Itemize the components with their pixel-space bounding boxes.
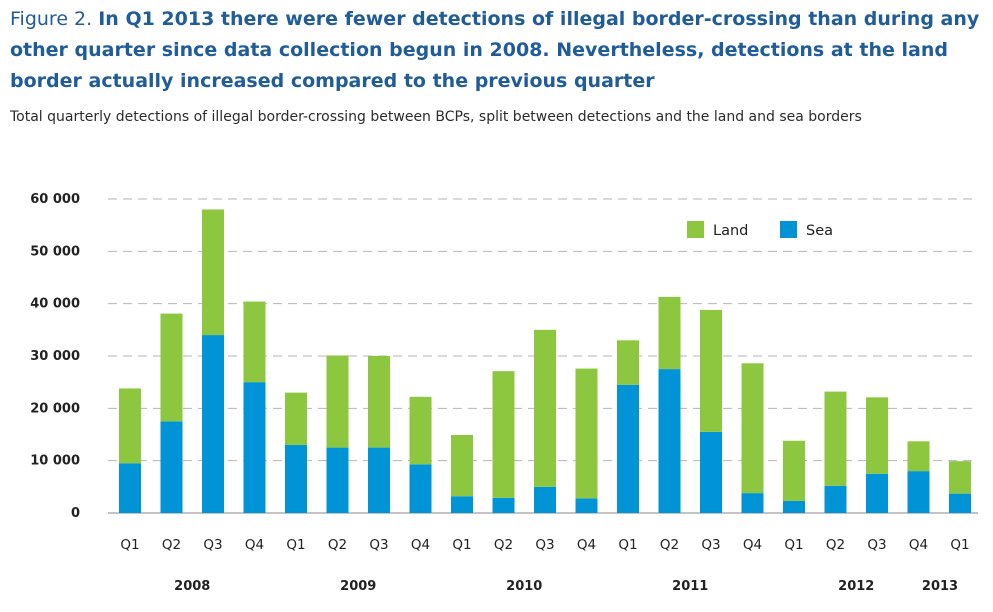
bar-land <box>534 329 556 487</box>
bar-sea <box>783 500 805 513</box>
y-tick-label: 0 <box>71 506 80 521</box>
bar-land <box>866 397 888 474</box>
bar-land <box>575 368 598 499</box>
year-label: 2010 <box>506 579 542 594</box>
bar-land <box>409 396 432 465</box>
x-tick-label: Q3 <box>867 537 886 553</box>
x-tick-label: Q2 <box>494 537 513 553</box>
legend-swatch <box>687 221 704 238</box>
x-tick-label: Q3 <box>535 537 554 553</box>
bar-sea <box>368 447 390 513</box>
y-tick-label: 20 000 <box>30 401 80 416</box>
bar-sea <box>658 369 681 513</box>
year-label: 2013 <box>922 579 958 594</box>
bar-land <box>202 209 224 336</box>
bar-sea <box>119 463 141 513</box>
year-label: 2008 <box>174 579 210 594</box>
bar-land <box>617 340 639 385</box>
bar-sea <box>824 485 847 513</box>
bar-sea <box>907 471 930 513</box>
bar-sea <box>866 473 888 513</box>
x-tick-label: Q1 <box>286 537 305 553</box>
x-tick-label: Q4 <box>411 537 430 553</box>
figure-headline: In Q1 2013 there were fewer detections o… <box>10 8 980 92</box>
year-labels: 2008 2009 2010 2011 2012 2013 <box>174 579 958 594</box>
bar-land <box>119 388 141 464</box>
x-tick-label: Q3 <box>369 537 388 553</box>
x-tick-label: Q1 <box>120 537 139 553</box>
bar-sea <box>160 421 183 513</box>
bar-land <box>492 371 515 498</box>
bar-sea <box>285 444 307 513</box>
bar-sea <box>617 384 639 513</box>
legend-swatch <box>780 221 797 238</box>
figure-label: Figure 2. <box>10 8 93 30</box>
year-label: 2011 <box>672 579 708 594</box>
bar-sea <box>700 431 722 513</box>
bar-land <box>326 355 349 448</box>
x-tick-label: Q2 <box>162 537 181 553</box>
bar-land <box>824 391 847 486</box>
bar-sea <box>202 335 224 513</box>
bar-land <box>451 435 473 497</box>
bar-sea <box>534 486 556 513</box>
bar-land <box>243 301 266 383</box>
x-tick-label: Q3 <box>701 537 720 553</box>
legend: Land Sea <box>687 221 833 239</box>
y-axis-ticks: 0 10 000 20 000 30 000 40 000 50 000 60 000 <box>30 192 80 521</box>
y-tick-label: 60 000 <box>30 192 80 207</box>
y-tick-label: 10 000 <box>30 454 80 469</box>
bar-sea <box>575 498 598 513</box>
year-label: 2009 <box>340 579 376 594</box>
x-axis-ticks: Q1 Q2 Q3 Q4 Q1 Q2 Q3 Q4 Q1 Q2 Q3 Q4 Q1 Q2 Q3 Q4 Q1 Q2 Q3 Q4… <box>120 537 969 553</box>
bar-land <box>368 356 390 448</box>
x-tick-label: Q3 <box>203 537 222 553</box>
bar-land <box>741 363 764 494</box>
bar-land <box>783 440 805 501</box>
y-tick-label: 40 000 <box>30 297 80 312</box>
bar-sea <box>741 493 764 513</box>
year-label: 2012 <box>838 579 874 594</box>
x-tick-label: Q4 <box>909 537 928 553</box>
x-tick-label: Q4 <box>577 537 596 553</box>
bar-land <box>907 441 930 472</box>
bar-land <box>658 296 681 370</box>
y-tick-label: 50 000 <box>30 244 80 259</box>
bar-sea <box>409 464 432 513</box>
chart-subtitle: Total quarterly detections of illegal bo… <box>10 109 862 125</box>
x-tick-label: Q1 <box>950 537 969 553</box>
chart-title: Figure 2. In Q1 2013 there were fewer de… <box>10 4 985 97</box>
bar-sea <box>326 447 349 513</box>
bar-sea <box>451 496 473 513</box>
x-tick-label: Q1 <box>618 537 637 553</box>
x-tick-label: Q4 <box>245 537 264 553</box>
x-tick-label: Q1 <box>452 537 471 553</box>
x-tick-label: Q1 <box>784 537 803 553</box>
bar-land <box>160 313 183 422</box>
x-tick-label: Q4 <box>743 537 762 553</box>
bar-sea <box>492 497 515 513</box>
x-tick-label: Q2 <box>328 537 347 553</box>
bar-sea <box>243 382 266 513</box>
bar-land <box>285 392 307 445</box>
y-tick-label: 30 000 <box>30 349 80 364</box>
legend-label: Sea <box>806 223 833 239</box>
bar-land <box>949 461 971 494</box>
x-tick-label: Q2 <box>826 537 845 553</box>
bar-sea <box>949 493 971 513</box>
legend-label: Land <box>713 223 748 239</box>
bar-land <box>700 309 722 432</box>
x-tick-label: Q2 <box>660 537 679 553</box>
bars <box>119 209 971 513</box>
